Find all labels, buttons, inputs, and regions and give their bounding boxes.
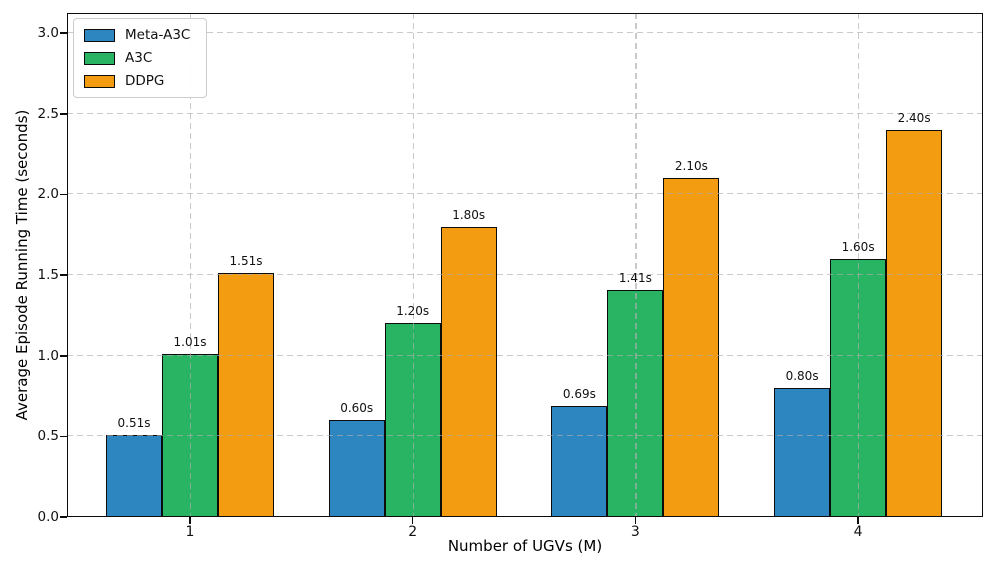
y-axis-label: Average Episode Running Time (seconds) [13,109,31,421]
y-tick-mark [60,435,67,438]
bar-ddpg-group3 [663,178,720,517]
x-tick-label: 4 [853,524,863,540]
legend-label: A3C [125,50,153,66]
y-tick-mark [60,516,67,518]
bar-meta-a3c-group2 [328,420,385,517]
bar-meta-a3c-group1 [106,434,162,517]
y-tick-label: 2.5 [37,105,59,122]
y-tick-label: 3.0 [37,25,59,42]
legend-label: Meta-A3C [125,27,191,43]
y-tick-label: 1.0 [37,347,59,364]
bar-meta-a3c-group4 [774,387,831,517]
bar-meta-a3c-group3 [551,405,608,517]
y-tick-mark [60,274,67,276]
y-tick-mark [60,354,67,357]
y-tick-mark [60,113,67,115]
legend-label: DDPG [125,73,165,89]
x-tick-mark [189,517,191,524]
x-tick-label: 3 [630,524,640,540]
bar-ddpg-group2 [440,226,497,517]
y-tick-mark [60,193,67,196]
bar-ddpg-group4 [886,129,943,517]
bar-a3c-group3 [607,289,664,517]
legend-swatch-a3c [84,51,115,65]
x-tick-label: 2 [408,524,418,540]
x-tick-label: 1 [185,524,195,540]
y-tick-mark [60,32,67,34]
legend-item: A3C [84,50,190,66]
y-tick-label: 0.0 [37,509,59,525]
legend-swatch-ddpg [84,74,115,88]
x-tick-mark [411,517,414,524]
legend-swatch-meta-a3c [84,28,115,42]
bar-a3c-group1 [162,354,218,517]
legend-item: DDPG [84,73,190,89]
legend: Meta-A3C A3C DDPG [73,18,208,98]
bar-a3c-group2 [384,323,441,517]
plot-area: 0.51s 0.60s 0.69s 0.80s 1.01s 1.20s 1.41s 1.60s… [38,13,983,540]
bar-a3c-group4 [830,258,887,517]
bar-ddpg-group1 [218,273,274,517]
x-tick-mark [857,517,859,524]
y-tick-label: 0.5 [37,428,59,445]
legend-item: Meta-A3C [84,27,190,43]
y-tick-label: 2.0 [37,186,59,203]
y-tick-label: 1.5 [37,267,59,284]
x-axis-label: Number of UGVs (M) [447,537,603,555]
x-tick-mark [634,517,637,524]
